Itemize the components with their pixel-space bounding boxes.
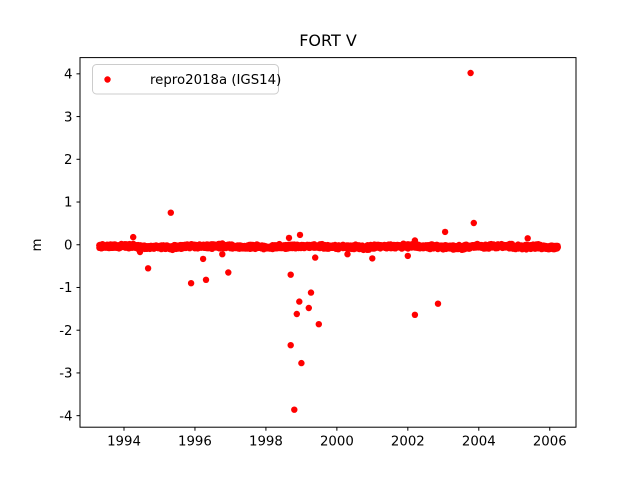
x-tick-label: 2002 (391, 435, 425, 450)
y-tick-label: 1 (64, 196, 72, 211)
outlier-point (312, 254, 319, 261)
outlier-point (167, 209, 174, 216)
legend-label: repro2018a (IGS14) (150, 73, 281, 88)
y-tick-label: 3 (64, 110, 72, 125)
outlier-point (199, 255, 207, 263)
y-tick-label: 2 (64, 153, 72, 168)
legend: repro2018a (IGS14) (92, 64, 281, 95)
outlier-point (434, 300, 442, 307)
data-series-band (96, 240, 561, 254)
outlier-point (524, 235, 531, 242)
outlier-point (225, 269, 232, 276)
y-axis-label: m (30, 239, 45, 252)
legend-marker-icon (104, 76, 111, 83)
x-tick-label: 1996 (178, 435, 212, 450)
outlier-point (315, 321, 322, 328)
outlier-point (296, 231, 304, 239)
outlier-point (470, 219, 477, 227)
y-tick-label: -3 (59, 367, 72, 382)
y-tick-label: 4 (64, 68, 72, 83)
outlier-point (296, 298, 303, 305)
outlier-point (202, 276, 210, 283)
outlier-point (404, 252, 411, 260)
outlier-point (307, 289, 315, 296)
x-tick-label: 1994 (107, 435, 141, 450)
x-tick-label: 2004 (462, 435, 496, 450)
y-tick-label: -1 (59, 281, 72, 296)
axes-ticks: 1994 1996 1998 2000 2002 2004 2006 4 3 2 1 0 -1 -2 -3 -… (59, 68, 566, 450)
outlier-point (369, 255, 376, 262)
outlier-point (130, 233, 137, 241)
y-tick-label: -2 (59, 324, 72, 339)
x-tick-label: 2000 (320, 435, 354, 450)
x-tick-label: 1998 (249, 435, 283, 450)
outlier-point (136, 248, 144, 256)
outlier-point (344, 251, 351, 258)
chart-title: FORT V (299, 31, 357, 50)
outlier-point (291, 406, 298, 413)
outlier-point (187, 280, 195, 287)
outlier-point (287, 342, 294, 349)
outlier-point (219, 251, 226, 258)
legend-box (92, 64, 279, 95)
y-tick-label: -4 (59, 409, 72, 424)
x-tick-label: 2006 (533, 435, 567, 450)
outlier-point (287, 271, 294, 278)
outlier-point (411, 311, 419, 318)
outlier-point (144, 265, 152, 272)
outlier-point (441, 228, 449, 236)
y-tick-label: 0 (64, 238, 72, 253)
outlier-point (411, 237, 419, 244)
outlier-point (298, 359, 305, 367)
data-point (554, 244, 561, 251)
outlier-point (467, 69, 474, 77)
outlier-point (305, 304, 312, 312)
data-series-outliers (130, 69, 531, 413)
outlier-point (285, 234, 293, 242)
plot-area (79, 57, 577, 428)
outlier-point (293, 310, 300, 318)
